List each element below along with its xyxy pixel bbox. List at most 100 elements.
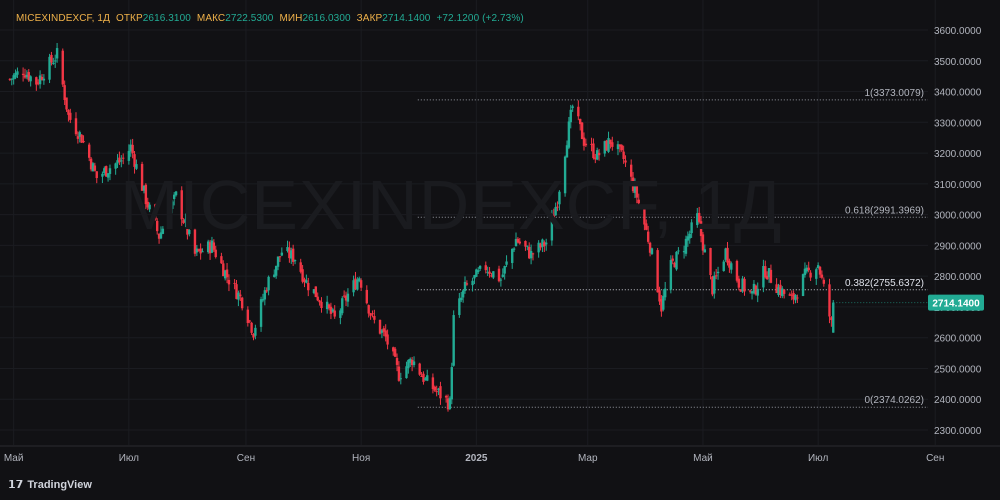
- candle-body[interactable]: [8, 78, 12, 80]
- candle-body[interactable]: [607, 138, 610, 152]
- candle-body[interactable]: [611, 142, 614, 147]
- candle-body[interactable]: [371, 313, 374, 315]
- candle-body[interactable]: [478, 265, 482, 269]
- candle-body[interactable]: [129, 144, 132, 152]
- candle-body[interactable]: [239, 294, 242, 297]
- candle-body[interactable]: [88, 144, 91, 158]
- candle-body[interactable]: [779, 284, 782, 296]
- candle-body[interactable]: [782, 289, 786, 294]
- candle-body[interactable]: [554, 207, 557, 216]
- candle-body[interactable]: [818, 266, 822, 275]
- candle-body[interactable]: [314, 286, 318, 298]
- candle-body[interactable]: [460, 297, 463, 301]
- candle-body[interactable]: [686, 236, 690, 241]
- candle-body[interactable]: [312, 289, 316, 293]
- candle-body[interactable]: [724, 248, 727, 260]
- candle-body[interactable]: [828, 284, 831, 317]
- candle-body[interactable]: [280, 252, 284, 256]
- candle-body[interactable]: [437, 388, 440, 391]
- candle-body[interactable]: [386, 334, 389, 345]
- candle-body[interactable]: [420, 375, 423, 377]
- candle-body[interactable]: [748, 290, 752, 292]
- candle-body[interactable]: [537, 242, 540, 253]
- candle-body[interactable]: [237, 292, 240, 300]
- candle-body[interactable]: [750, 291, 754, 294]
- candle-body[interactable]: [344, 295, 348, 301]
- candle-body[interactable]: [299, 262, 302, 272]
- candle-body[interactable]: [503, 265, 506, 274]
- candle-body[interactable]: [830, 317, 833, 321]
- candle-body[interactable]: [222, 263, 225, 277]
- candle-body[interactable]: [25, 74, 29, 78]
- candle-body[interactable]: [10, 78, 13, 80]
- candle-body[interactable]: [133, 154, 136, 167]
- candle-body[interactable]: [254, 327, 257, 336]
- candle-body[interactable]: [701, 234, 705, 251]
- candle-body[interactable]: [367, 305, 370, 314]
- candle-body[interactable]: [756, 288, 759, 296]
- candle-body[interactable]: [633, 184, 637, 193]
- candle-body[interactable]: [471, 280, 474, 286]
- candle-body[interactable]: [250, 322, 253, 333]
- candle-body[interactable]: [711, 276, 714, 295]
- candle-body[interactable]: [210, 240, 214, 253]
- candle-body[interactable]: [342, 295, 346, 297]
- candle-body[interactable]: [512, 248, 516, 250]
- candle-body[interactable]: [529, 250, 533, 259]
- candle-body[interactable]: [305, 280, 308, 283]
- symbol-name[interactable]: MICEXINDEXCF, 1Д: [16, 13, 110, 24]
- candle-body[interactable]: [352, 280, 355, 293]
- candle-body[interactable]: [159, 232, 163, 239]
- candle-body[interactable]: [486, 271, 489, 273]
- candle-body[interactable]: [426, 375, 429, 381]
- candle-body[interactable]: [174, 191, 178, 196]
- candle-body[interactable]: [629, 164, 633, 177]
- candle-body[interactable]: [37, 82, 40, 84]
- candle-body[interactable]: [301, 269, 304, 282]
- candle-body[interactable]: [624, 160, 627, 163]
- candle-body[interactable]: [40, 76, 44, 80]
- candle-body[interactable]: [524, 241, 527, 247]
- candle-body[interactable]: [511, 248, 514, 263]
- candle-body[interactable]: [656, 250, 659, 293]
- candle-body[interactable]: [609, 139, 612, 144]
- candle-body[interactable]: [140, 163, 144, 191]
- candle-body[interactable]: [373, 315, 376, 320]
- candle-body[interactable]: [739, 289, 742, 292]
- candle-body[interactable]: [106, 173, 110, 178]
- candle-body[interactable]: [193, 229, 197, 254]
- candle-body[interactable]: [333, 310, 336, 317]
- candle-body[interactable]: [590, 143, 593, 145]
- candle-body[interactable]: [320, 301, 323, 309]
- candle-body[interactable]: [741, 278, 744, 292]
- candle-body[interactable]: [78, 132, 81, 137]
- candle-body[interactable]: [465, 283, 469, 285]
- candle-body[interactable]: [27, 72, 30, 81]
- candle-body[interactable]: [16, 71, 19, 75]
- candle-body[interactable]: [208, 242, 212, 254]
- candle-body[interactable]: [240, 297, 244, 309]
- candle-body[interactable]: [80, 134, 83, 143]
- candle-body[interactable]: [161, 228, 165, 234]
- candle-body[interactable]: [663, 288, 667, 298]
- candle-body[interactable]: [433, 386, 436, 391]
- candle-body[interactable]: [594, 157, 597, 160]
- candle-body[interactable]: [52, 62, 55, 64]
- candle-body[interactable]: [671, 258, 674, 261]
- candle-body[interactable]: [12, 75, 15, 80]
- candle-body[interactable]: [186, 218, 189, 235]
- candle-body[interactable]: [67, 109, 70, 115]
- candle-body[interactable]: [339, 310, 342, 318]
- candle-body[interactable]: [796, 297, 799, 299]
- candle-body[interactable]: [809, 272, 812, 278]
- candle-body[interactable]: [505, 261, 508, 265]
- candle-body[interactable]: [794, 294, 797, 301]
- candle-body[interactable]: [781, 288, 784, 297]
- candle-body[interactable]: [669, 260, 673, 290]
- candle-body[interactable]: [259, 299, 263, 327]
- candle-body[interactable]: [395, 357, 399, 365]
- candle-body[interactable]: [435, 391, 438, 393]
- candle-body[interactable]: [579, 118, 582, 125]
- candle-body[interactable]: [101, 173, 104, 177]
- candle-body[interactable]: [346, 293, 350, 302]
